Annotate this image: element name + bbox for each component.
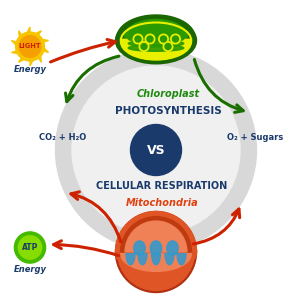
Wedge shape xyxy=(116,252,196,292)
Circle shape xyxy=(130,124,182,176)
Ellipse shape xyxy=(167,241,178,255)
Text: ATP: ATP xyxy=(22,243,38,252)
Ellipse shape xyxy=(128,45,184,51)
Circle shape xyxy=(165,44,171,50)
Text: Chloroplast: Chloroplast xyxy=(136,89,200,100)
Ellipse shape xyxy=(177,242,186,265)
Polygon shape xyxy=(26,27,30,46)
Wedge shape xyxy=(116,212,196,252)
Polygon shape xyxy=(19,31,30,46)
Circle shape xyxy=(160,36,166,42)
Polygon shape xyxy=(30,31,41,46)
Ellipse shape xyxy=(138,242,147,265)
Polygon shape xyxy=(11,46,30,54)
Ellipse shape xyxy=(152,242,160,265)
Circle shape xyxy=(72,66,240,234)
Ellipse shape xyxy=(128,40,184,47)
Circle shape xyxy=(14,232,46,263)
Ellipse shape xyxy=(121,237,191,271)
Text: O₂ + Sugars: O₂ + Sugars xyxy=(227,134,283,142)
Text: VS: VS xyxy=(147,143,165,157)
Circle shape xyxy=(147,36,153,42)
Circle shape xyxy=(135,36,141,42)
Ellipse shape xyxy=(165,242,174,265)
Text: LIGHT: LIGHT xyxy=(19,44,41,50)
Ellipse shape xyxy=(121,24,191,60)
Polygon shape xyxy=(30,46,41,62)
Circle shape xyxy=(16,32,44,61)
Ellipse shape xyxy=(126,242,135,265)
Circle shape xyxy=(171,34,180,44)
Ellipse shape xyxy=(116,17,196,64)
Wedge shape xyxy=(118,252,194,290)
Polygon shape xyxy=(19,46,30,62)
Ellipse shape xyxy=(128,32,184,38)
Circle shape xyxy=(163,42,173,51)
Text: CELLULAR RESPIRATION: CELLULAR RESPIRATION xyxy=(96,181,228,191)
Text: Mitochondria: Mitochondria xyxy=(126,197,198,208)
Polygon shape xyxy=(30,46,34,66)
Ellipse shape xyxy=(150,241,162,255)
Circle shape xyxy=(141,44,147,50)
Circle shape xyxy=(56,50,256,250)
Text: CO₂ + H₂O: CO₂ + H₂O xyxy=(39,134,87,142)
Circle shape xyxy=(145,34,155,44)
Ellipse shape xyxy=(128,36,184,42)
Ellipse shape xyxy=(116,230,196,274)
Wedge shape xyxy=(121,217,191,252)
Circle shape xyxy=(18,236,42,259)
Circle shape xyxy=(172,36,178,42)
Wedge shape xyxy=(125,221,187,252)
Polygon shape xyxy=(11,40,30,46)
Ellipse shape xyxy=(134,241,145,255)
Text: Energy: Energy xyxy=(14,266,46,274)
Circle shape xyxy=(133,34,143,44)
Text: Energy: Energy xyxy=(14,65,46,74)
Polygon shape xyxy=(125,20,187,38)
Circle shape xyxy=(19,36,41,57)
Polygon shape xyxy=(30,39,49,46)
Text: PHOTOSYNTHESIS: PHOTOSYNTHESIS xyxy=(115,106,221,116)
Polygon shape xyxy=(117,15,195,38)
Circle shape xyxy=(159,34,168,44)
Wedge shape xyxy=(116,212,196,252)
Polygon shape xyxy=(30,46,49,52)
Circle shape xyxy=(139,42,149,51)
